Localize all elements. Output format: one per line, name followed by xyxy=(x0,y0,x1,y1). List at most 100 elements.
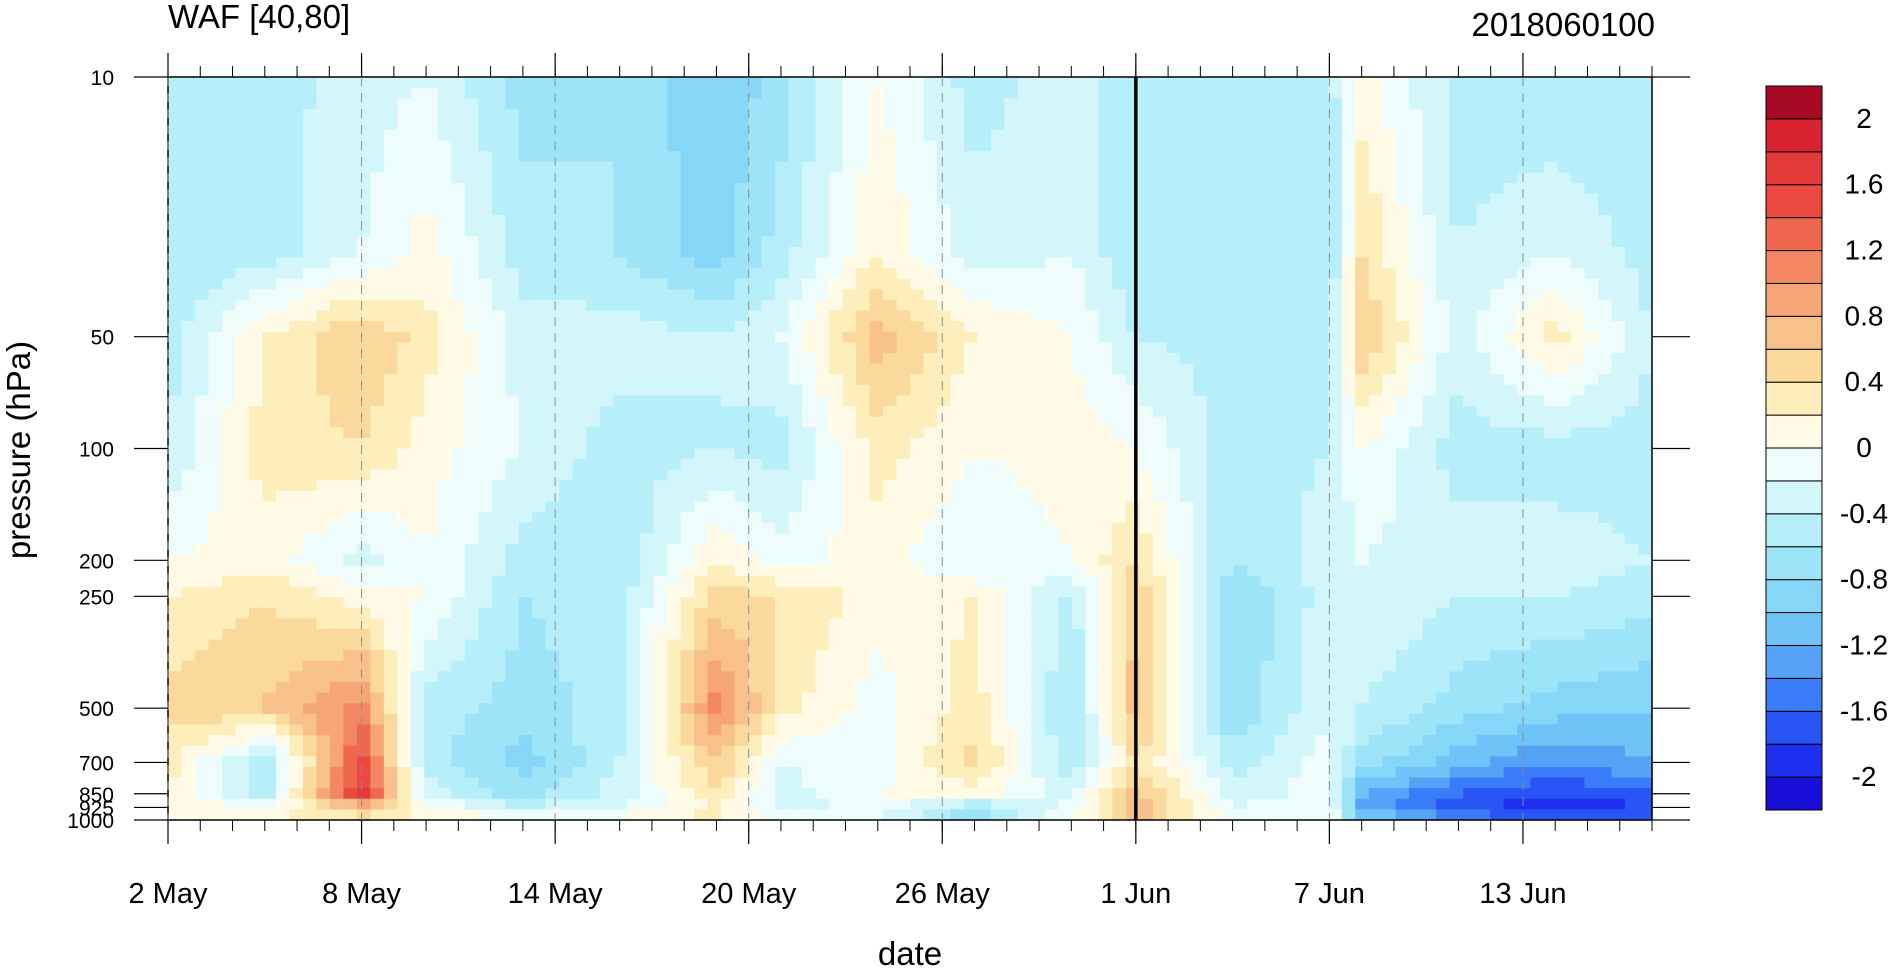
field-cell xyxy=(1166,119,1181,131)
field-cell xyxy=(1490,299,1505,312)
field-cell xyxy=(1544,459,1559,471)
field-cell xyxy=(788,87,803,99)
field-cell xyxy=(329,214,344,227)
field-cell xyxy=(329,331,344,343)
field-cell xyxy=(289,172,304,184)
field-cell xyxy=(1301,363,1316,375)
field-cell xyxy=(1139,352,1154,365)
field-cell xyxy=(545,374,560,386)
field-cell xyxy=(289,427,304,439)
field-cell xyxy=(842,363,857,375)
field-cell xyxy=(1098,183,1113,195)
field-cell xyxy=(1260,427,1275,439)
field-cell xyxy=(1044,501,1059,513)
field-cell xyxy=(802,289,817,301)
field-cell xyxy=(248,246,264,259)
field-cell xyxy=(1611,246,1626,259)
field-cell xyxy=(829,268,844,280)
field-cell xyxy=(168,236,183,248)
field-cell xyxy=(721,427,736,439)
field-cell xyxy=(464,459,479,471)
field-cell xyxy=(1611,384,1626,397)
field-cell xyxy=(950,151,965,163)
field-cell xyxy=(1598,257,1613,269)
field-cell xyxy=(1382,151,1397,163)
field-cell xyxy=(491,140,506,152)
field-cell xyxy=(802,130,817,142)
field-cell xyxy=(788,172,803,184)
field-cell xyxy=(1341,87,1356,99)
field-cell xyxy=(505,342,520,354)
field-cell xyxy=(1490,193,1505,205)
field-cell xyxy=(1152,501,1167,513)
field-cell xyxy=(775,278,790,290)
field-cell xyxy=(936,512,952,524)
field-cell xyxy=(1125,246,1140,259)
field-cell xyxy=(559,268,574,280)
field-cell xyxy=(707,374,722,386)
field-cell xyxy=(1274,289,1289,301)
field-cell xyxy=(1436,331,1451,343)
field-cell xyxy=(1382,130,1397,142)
field-cell xyxy=(343,406,358,418)
field-cell xyxy=(680,512,695,524)
field-cell xyxy=(802,554,817,566)
field-cell xyxy=(1638,406,1653,418)
field-cell xyxy=(1314,236,1329,248)
field-cell xyxy=(1260,321,1275,333)
field-cell xyxy=(1125,172,1140,184)
field-cell xyxy=(1409,236,1424,248)
field-cell xyxy=(1112,225,1127,237)
field-cell xyxy=(950,236,965,248)
field-cell xyxy=(329,278,344,290)
field-cell xyxy=(1422,533,1437,545)
field-cell xyxy=(437,289,452,301)
field-cell xyxy=(1503,204,1518,216)
field-cell xyxy=(1166,193,1181,205)
field-cell xyxy=(559,225,574,237)
field-cell xyxy=(788,236,803,248)
field-cell xyxy=(599,459,614,471)
field-cell xyxy=(221,87,237,99)
field-cell xyxy=(1490,501,1505,513)
field-cell xyxy=(1517,459,1532,471)
field-cell xyxy=(761,416,776,428)
field-cell xyxy=(1017,522,1033,535)
field-cell xyxy=(1517,172,1532,184)
field-cell xyxy=(1395,172,1410,184)
field-cell xyxy=(383,501,398,513)
field-cell xyxy=(181,193,196,205)
field-cell xyxy=(316,427,331,439)
field-cell xyxy=(343,151,358,163)
field-cell xyxy=(1247,427,1262,439)
field-cell xyxy=(1193,130,1208,142)
field-cell xyxy=(626,77,641,89)
field-cell xyxy=(572,406,587,418)
field-cell xyxy=(936,98,952,110)
field-cell xyxy=(505,257,520,269)
field-cell xyxy=(1017,172,1033,184)
field-cell xyxy=(1193,448,1208,460)
field-cell xyxy=(491,522,506,535)
field-cell xyxy=(896,342,911,354)
field-cell xyxy=(963,140,979,152)
field-cell xyxy=(748,151,763,163)
field-cell xyxy=(1004,544,1019,556)
field-cell xyxy=(761,119,776,131)
field-cell xyxy=(1274,374,1289,386)
field-cell xyxy=(1193,236,1208,248)
field-cell xyxy=(815,268,830,280)
field-cell xyxy=(788,427,803,439)
field-cell xyxy=(1584,533,1599,545)
field-cell xyxy=(788,257,803,269)
field-cell xyxy=(1598,374,1613,386)
field-cell xyxy=(1341,406,1356,418)
field-cell xyxy=(181,522,196,535)
field-cell xyxy=(1409,119,1424,131)
field-cell xyxy=(1301,108,1316,121)
field-cell xyxy=(1463,395,1478,407)
field-cell xyxy=(1571,161,1586,174)
field-cell xyxy=(1152,544,1167,556)
field-cell xyxy=(1058,490,1073,503)
field-cell xyxy=(302,501,317,513)
